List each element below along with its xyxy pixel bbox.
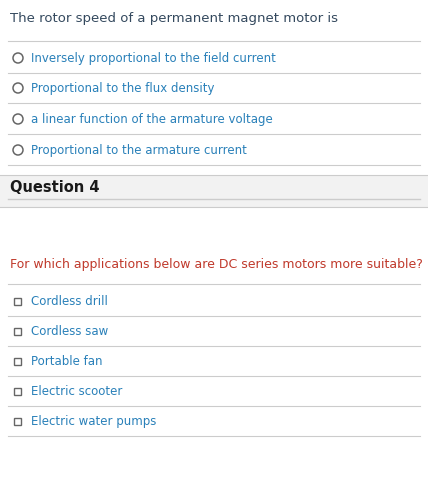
Bar <box>15 388 21 394</box>
Bar <box>15 358 21 365</box>
Text: Portable fan: Portable fan <box>31 354 102 367</box>
Bar <box>15 298 21 305</box>
Text: Electric scooter: Electric scooter <box>31 384 122 397</box>
Text: Cordless saw: Cordless saw <box>31 324 108 337</box>
Text: Proportional to the armature current: Proportional to the armature current <box>31 144 247 157</box>
Text: a linear function of the armature voltage: a linear function of the armature voltag… <box>31 113 273 126</box>
Text: For which applications below are DC series motors more suitable?: For which applications below are DC seri… <box>10 257 423 271</box>
Bar <box>15 328 21 335</box>
Text: Cordless drill: Cordless drill <box>31 294 108 307</box>
Text: Electric water pumps: Electric water pumps <box>31 414 156 427</box>
Text: The rotor speed of a permanent magnet motor is: The rotor speed of a permanent magnet mo… <box>10 12 338 25</box>
FancyBboxPatch shape <box>0 176 428 208</box>
Bar <box>15 418 21 424</box>
Text: Proportional to the flux density: Proportional to the flux density <box>31 82 214 95</box>
Text: Inversely proportional to the field current: Inversely proportional to the field curr… <box>31 52 276 65</box>
Text: Question 4: Question 4 <box>10 180 99 195</box>
